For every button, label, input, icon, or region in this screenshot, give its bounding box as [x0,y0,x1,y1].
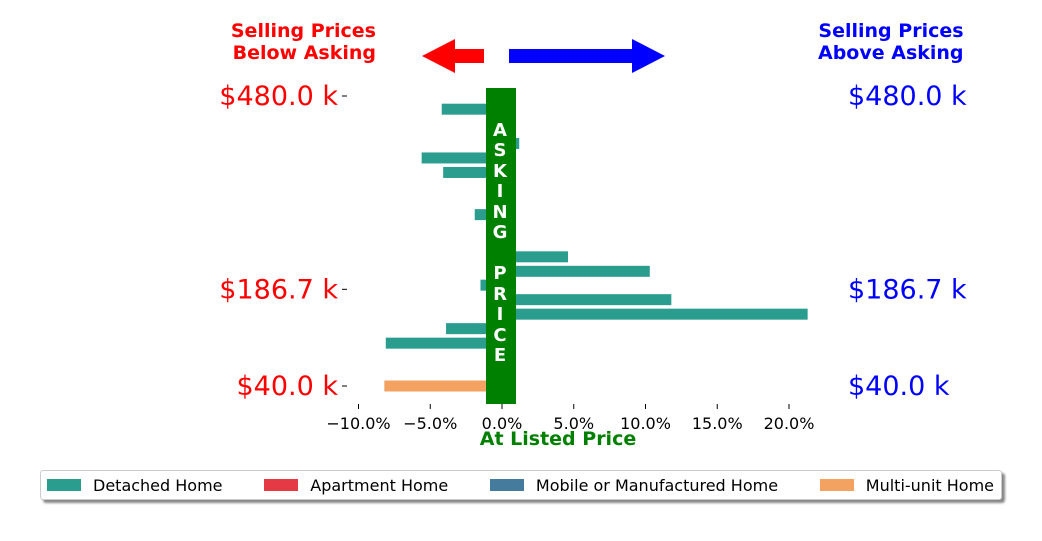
x-tick-label-2: 0.0% [482,414,523,433]
asking-letter-9: I [497,304,504,325]
header-above-asking: Selling Prices Above Asking [818,20,964,64]
bar-0-16 [446,323,502,335]
bar-0-4 [421,152,502,164]
y-tick-label-left-0: $480.0 k [219,81,338,112]
x-tick-label-4: 10.0% [620,414,671,433]
x-tick-label-5: 15.0% [692,414,743,433]
legend: Detached Home Apartment Home Mobile or M… [40,470,1002,500]
asking-letter-4: N [492,202,507,223]
y-tick-label-left-1: $186.7 k [219,274,338,305]
x-tick-label-3: 5.0% [553,414,594,433]
asking-letter-11: E [494,345,506,366]
asking-letter-2: K [493,161,508,182]
header-above-line1: Selling Prices [818,20,964,42]
right-arrow-icon [509,39,665,73]
x-tick-label-1: −5.0% [403,414,457,433]
bar-0-11 [502,251,569,263]
legend-item-detached: Detached Home [47,476,223,495]
bar-0-0 [441,103,502,115]
bar-0-15 [502,308,808,320]
bar-0-12 [502,265,650,277]
y-axis-ticks: $480.0 k $480.0 k $186.7 k $186.7 k $40.0 k $… [219,81,967,402]
asking-price-bar [486,88,516,404]
x-tick-label-6: 20.0% [764,414,815,433]
asking-letter-5: G [493,222,508,243]
y-tick-label-right-1: $186.7 k [848,274,967,305]
bar-0-5 [443,166,502,178]
asking-letter-10: C [493,325,506,346]
asking-letter-3: I [497,181,504,202]
asking-letter-7: P [493,263,506,284]
bar-0-17 [385,337,502,349]
legend-swatch-multi [819,479,854,491]
legend-item-mobile: Mobile or Manufactured Home [489,475,779,495]
legend-item-multi: Multi-unit Home [819,475,994,495]
y-tick-label-left-2: $40.0 k [236,371,338,402]
bar-0-14 [502,294,672,306]
bar-3-0 [384,380,502,392]
legend-label-apartment: Apartment Home [310,475,449,495]
legend-swatch-apartment [264,479,299,491]
y-tick-label-right-2: $40.0 k [848,371,950,402]
header-below-asking: Selling Prices Below Asking [231,20,376,64]
legend-label-mobile: Mobile or Manufactured Home [535,475,779,495]
left-arrow-icon [422,39,484,73]
asking-letter-8: R [493,284,507,305]
header-below-line2: Below Asking [232,42,376,64]
x-tick-label-0: −10.0% [326,414,390,433]
legend-swatch-detached [47,479,81,491]
asking-letter-1: S [494,140,507,161]
header-below-line1: Selling Prices [230,20,376,42]
x-axis-ticks: −10.0% −5.0% 0.0% 5.0% 10.0% 15.0% 20.0% [326,404,814,433]
legend-item-apartment: Apartment Home [264,476,448,495]
legend-label-multi: Multi-unit Home [865,475,994,495]
x-axis-label: At Listed Price [480,428,636,450]
header-above-line2: Above Asking [818,42,964,64]
legend-swatch-mobile [489,479,524,491]
legend-label-detached: Detached Home [93,475,223,495]
y-tick-label-right-0: $480.0 k [848,81,967,112]
bars-group [384,103,808,392]
asking-letter-0: A [493,120,507,141]
